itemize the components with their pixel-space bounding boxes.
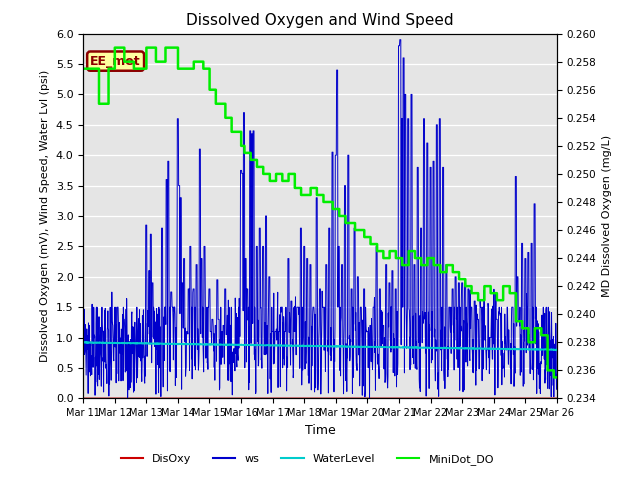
Y-axis label: MD Dissolved Oxygen (mg/L): MD Dissolved Oxygen (mg/L) [602, 135, 612, 297]
Legend: DisOxy, ws, WaterLevel, MiniDot_DO: DisOxy, ws, WaterLevel, MiniDot_DO [116, 450, 499, 469]
Text: EE_met: EE_met [90, 55, 141, 68]
Title: Dissolved Oxygen and Wind Speed: Dissolved Oxygen and Wind Speed [186, 13, 454, 28]
Y-axis label: Dissolved Oxygen (mV), Wind Speed, Water Lvl (psi): Dissolved Oxygen (mV), Wind Speed, Water… [40, 70, 50, 362]
X-axis label: Time: Time [305, 424, 335, 437]
